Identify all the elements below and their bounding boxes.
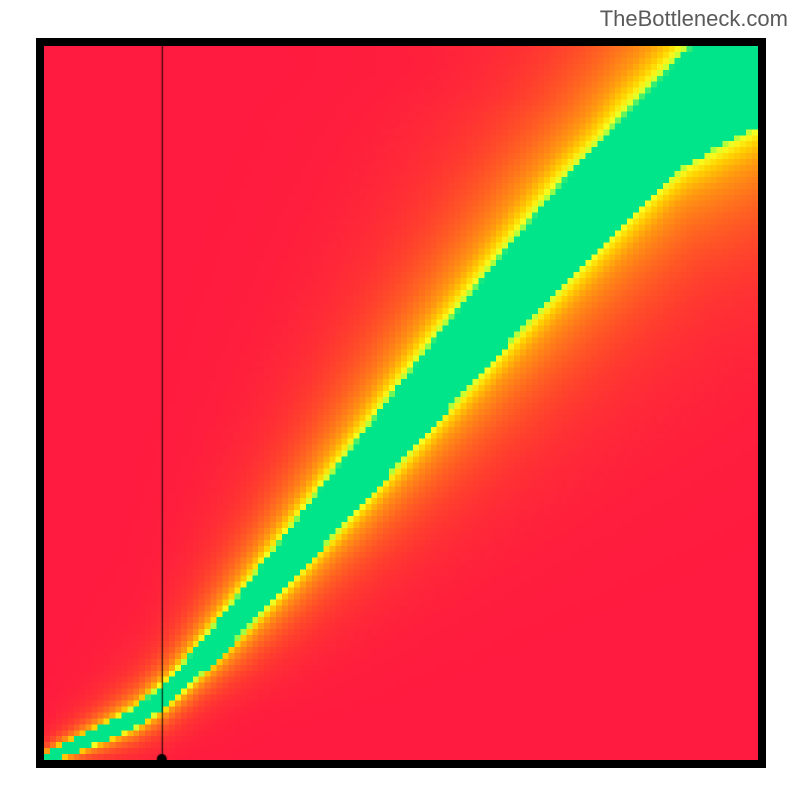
watermark-text: TheBottleneck.com <box>600 6 788 32</box>
guide-overlay <box>44 46 758 760</box>
